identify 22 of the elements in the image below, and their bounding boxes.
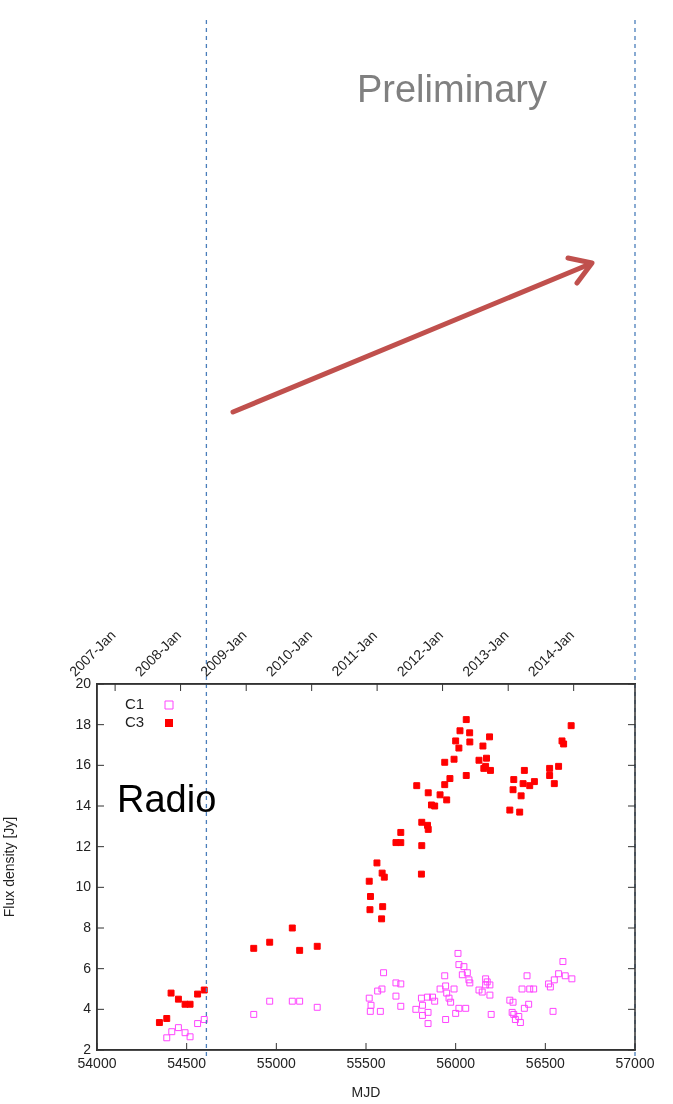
y-tick-label: 14	[75, 796, 92, 813]
y-axis-title: Flux density [Jy]	[1, 816, 18, 918]
legend-label: C3	[125, 713, 145, 731]
y-tick-label: 10	[75, 878, 92, 895]
y-tick-label: 4	[83, 1000, 92, 1017]
legend-label: C1	[125, 695, 145, 713]
y-tick-label: 16	[75, 756, 92, 773]
x-tick-label: 56000	[436, 1055, 476, 1072]
annotation: Radio	[117, 778, 217, 821]
x-tick-label: 55000	[256, 1055, 297, 1072]
y-tick-label: 12	[75, 837, 92, 854]
y-tick-label: 6	[83, 959, 92, 976]
x-axis-title: MJD	[351, 1084, 381, 1101]
y-tick-label: 8	[83, 918, 92, 935]
x-tick-label: 54000	[77, 1055, 117, 1072]
x-tick-label: 55500	[346, 1055, 386, 1072]
y-tick-label: 18	[75, 715, 92, 732]
text: Preliminary	[356, 68, 548, 111]
x-tick-label: 57000	[615, 1055, 655, 1072]
x-tick-label: 54500	[167, 1055, 207, 1072]
x-tick-label: 56500	[525, 1055, 566, 1072]
y-tick-label: 2	[83, 1040, 92, 1057]
